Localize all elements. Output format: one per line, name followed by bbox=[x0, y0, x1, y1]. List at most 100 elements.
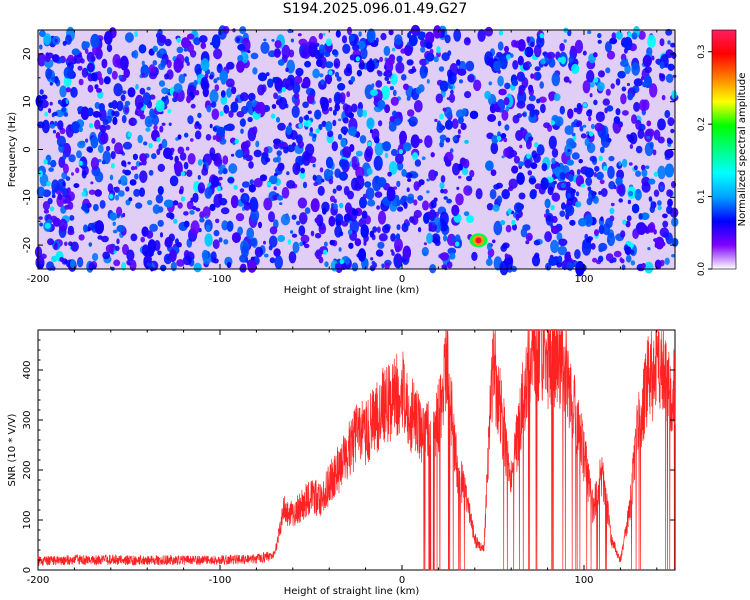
spectrogram-cell bbox=[304, 207, 311, 215]
spectrogram-cell bbox=[445, 119, 453, 130]
spectrogram-cell bbox=[406, 196, 415, 204]
spectrogram-cell bbox=[61, 172, 68, 180]
spectrogram-cell bbox=[423, 242, 427, 246]
spectrogram-cell bbox=[193, 37, 201, 46]
spectrogram-cell bbox=[366, 168, 373, 176]
spectrogram-cell bbox=[341, 35, 348, 44]
spectrogram-cell bbox=[527, 170, 533, 176]
spectrogram-cell bbox=[339, 231, 344, 237]
spectrogram-cell bbox=[159, 232, 164, 238]
spectrogram-cell bbox=[160, 264, 167, 272]
spectrogram-cell bbox=[410, 134, 420, 148]
spectrogram-cell bbox=[146, 86, 151, 91]
spectrogram-cell bbox=[420, 46, 426, 53]
spectrogram-cell bbox=[253, 149, 262, 158]
spectrogram-cell bbox=[220, 207, 230, 215]
spectrogram-cell bbox=[415, 86, 422, 95]
spectrogram-cell bbox=[611, 32, 617, 40]
spectrogram-cell bbox=[631, 203, 640, 214]
spectrogram-cell bbox=[126, 249, 135, 262]
spectrogram-cell bbox=[517, 39, 526, 52]
spectrogram-cell bbox=[195, 121, 200, 126]
spectrogram-cell bbox=[231, 86, 237, 95]
spectrogram-cell bbox=[112, 229, 118, 234]
spectrogram-cell bbox=[551, 157, 556, 164]
spectrogram-cell bbox=[345, 63, 352, 74]
spectrogram-cell-highlight bbox=[627, 31, 632, 38]
spectrogram-cell bbox=[291, 105, 300, 118]
spectrogram-cell bbox=[296, 220, 301, 226]
spectrogram-cell bbox=[139, 170, 148, 183]
spectrogram-cell bbox=[324, 241, 328, 247]
spectrogram-cell bbox=[213, 78, 218, 84]
spectrogram-cell bbox=[65, 87, 71, 93]
spectrogram-cell bbox=[621, 86, 627, 92]
spectrogram-cell bbox=[602, 98, 610, 106]
spectrogram-cell bbox=[86, 202, 92, 208]
spectrogram-cell bbox=[92, 264, 96, 270]
spectrogram-cell bbox=[239, 188, 245, 193]
spectrogram-cell-highlight bbox=[298, 123, 303, 129]
spectrogram-cell bbox=[70, 86, 78, 98]
spectrogram-cell bbox=[618, 160, 622, 167]
spectrogram-cell bbox=[169, 249, 177, 262]
spectrogram-cell bbox=[644, 66, 652, 74]
spectrogram-cell bbox=[111, 163, 115, 169]
spectrogram-cell bbox=[391, 251, 395, 256]
spectrogram-cell bbox=[528, 84, 534, 93]
spectrogram-cell bbox=[654, 236, 665, 250]
spectrogram-cell bbox=[335, 221, 341, 226]
spectrogram-cell bbox=[605, 67, 611, 74]
spectrogram-cell bbox=[37, 52, 46, 67]
spectrogram-cell-highlight bbox=[315, 128, 320, 134]
spectrogram-cell bbox=[54, 121, 58, 127]
spectrogram-cell bbox=[617, 70, 626, 79]
spectrogram-cell bbox=[574, 39, 584, 54]
spectrogram-cell bbox=[376, 70, 381, 75]
spectrogram-cell bbox=[44, 222, 51, 229]
spectrogram-cell bbox=[568, 174, 574, 182]
spectrogram-cell bbox=[274, 40, 282, 49]
spectrogram-cell bbox=[487, 114, 496, 122]
spectrogram-cell bbox=[373, 136, 380, 144]
spectrogram-cell bbox=[127, 87, 136, 98]
spectrogram-cell bbox=[494, 104, 499, 108]
spectrogram-cell bbox=[328, 178, 334, 185]
spectrogram-cell bbox=[366, 117, 375, 130]
spectrogram-cell bbox=[671, 90, 677, 100]
spectrogram-cell bbox=[504, 253, 509, 259]
spectrogram-cell bbox=[528, 94, 536, 102]
spectrogram-cell bbox=[597, 39, 602, 44]
spectrogram-cell bbox=[546, 51, 556, 60]
spectrogram-cell bbox=[186, 95, 192, 104]
spectrogram-cell bbox=[239, 92, 249, 102]
spectrogram-cell bbox=[274, 255, 284, 270]
spectrogram-cell bbox=[502, 243, 508, 249]
spectrogram-cell bbox=[302, 241, 306, 246]
spectrogram-cell bbox=[117, 190, 125, 197]
spectrogram-cell bbox=[379, 56, 383, 63]
spectrogram-cell bbox=[84, 41, 90, 49]
spectrogram-cell bbox=[449, 148, 454, 153]
spectrogram-cell bbox=[386, 80, 391, 84]
spectrogram-cell bbox=[200, 42, 206, 49]
spectrogram-cell bbox=[661, 94, 666, 101]
spectrogram-cell bbox=[410, 171, 419, 179]
spectrogram-cell bbox=[141, 226, 149, 237]
spectrogram-cell bbox=[213, 48, 223, 60]
spectrogram-cell bbox=[605, 88, 611, 96]
spectrogram-cell bbox=[559, 210, 566, 217]
spectrogram-cell bbox=[209, 74, 214, 80]
spectrogram-cell bbox=[275, 100, 281, 105]
spectrogram-cell bbox=[157, 163, 165, 172]
spectrogram-cell bbox=[277, 122, 286, 131]
spectrogram-cell bbox=[45, 68, 52, 80]
spectrogram-cell bbox=[364, 148, 373, 162]
spectrogram-cell bbox=[273, 92, 279, 100]
spectrogram-cell bbox=[103, 76, 111, 85]
spectrogram-cell bbox=[39, 222, 43, 227]
spectrogram-cell bbox=[563, 76, 570, 83]
spectrogram-cell bbox=[391, 199, 397, 207]
spectrogram-cell bbox=[531, 150, 538, 159]
spectrogram-cell bbox=[620, 93, 627, 105]
